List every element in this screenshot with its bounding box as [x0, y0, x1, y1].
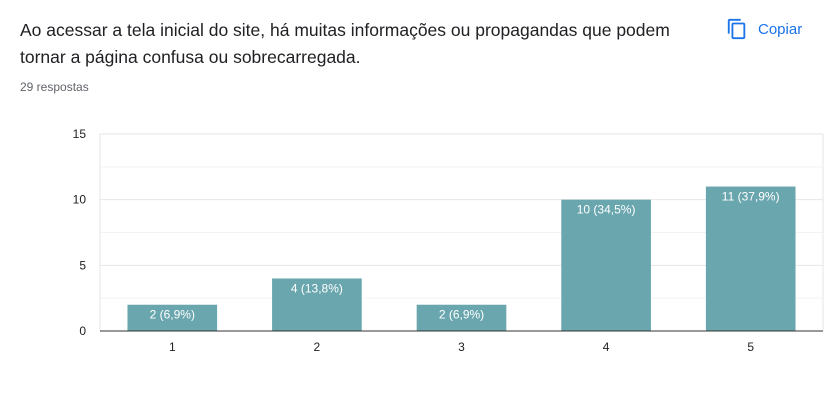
- y-tick-label: 15: [73, 127, 87, 141]
- x-tick-label: 4: [603, 340, 610, 354]
- bar: [561, 199, 651, 331]
- copy-icon: [726, 18, 748, 40]
- y-tick-label: 5: [79, 258, 86, 272]
- x-tick-label: 3: [458, 340, 465, 354]
- bar: [705, 186, 796, 331]
- bar: [127, 304, 218, 331]
- copy-label: Copiar: [758, 20, 803, 38]
- y-tick-label: 10: [73, 193, 87, 207]
- x-tick-label: 1: [169, 340, 176, 354]
- question-title: Ao acessar a tela inicial do site, há mu…: [20, 20, 670, 67]
- copy-button[interactable]: Copiar: [720, 14, 808, 44]
- x-tick-label: 2: [314, 340, 321, 354]
- bar: [272, 278, 362, 331]
- x-tick-label: 5: [747, 340, 754, 354]
- bar-data-label: 2 (6,9%): [439, 308, 484, 322]
- bar-data-label: 2 (6,9%): [150, 308, 195, 322]
- bar: [416, 304, 507, 331]
- y-tick-label: 0: [79, 324, 86, 338]
- bar-data-label: 10 (34,5%): [577, 203, 636, 217]
- bar-data-label: 4 (13,8%): [291, 281, 343, 295]
- bar-data-label: 11 (37,9%): [722, 190, 780, 204]
- response-count: 29 respostas: [20, 80, 89, 94]
